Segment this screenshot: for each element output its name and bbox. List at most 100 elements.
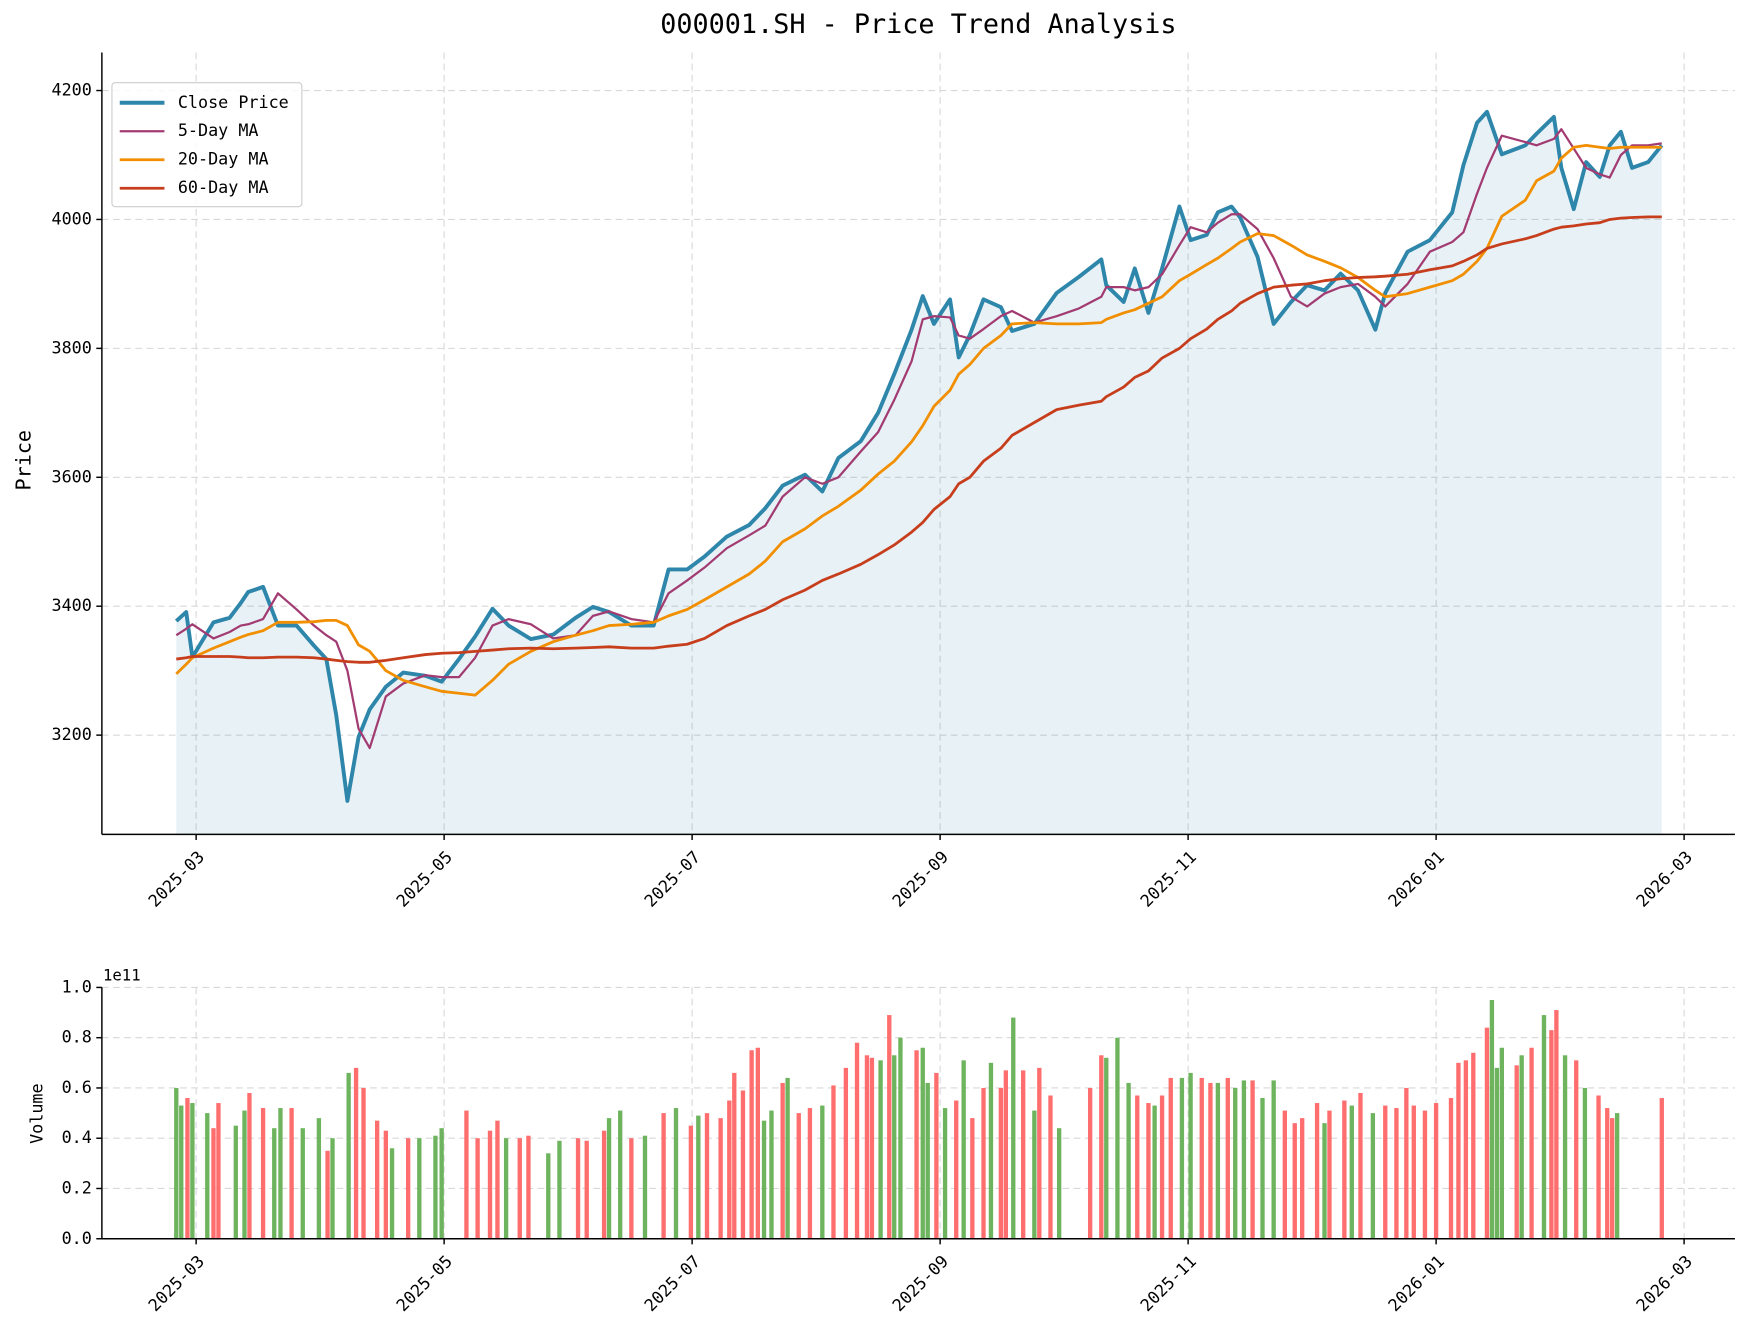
volume-bar [892, 1055, 897, 1239]
volume-bar [1582, 1087, 1588, 1239]
volume-bar [920, 1047, 925, 1239]
y-tick-label: 4200 [51, 80, 91, 100]
volume-bar [1596, 1095, 1601, 1239]
volume-bar [629, 1138, 634, 1239]
volume-bar [233, 1125, 238, 1239]
volume-bar [727, 1100, 732, 1239]
volume-bar [1484, 1027, 1490, 1239]
y-tick-label: 0.6 [62, 1077, 92, 1097]
volume-bar [361, 1087, 366, 1239]
volume-bar [1233, 1087, 1238, 1239]
y-axis-label: Price [11, 430, 35, 491]
x-tick-label: 2026-01 [1384, 847, 1448, 911]
volume-bar [807, 1108, 813, 1239]
x-tick-label: 2026-03 [1632, 847, 1696, 911]
volume-bar [661, 1113, 666, 1239]
volume-bar [1037, 1067, 1042, 1239]
series-line [175, 128, 1662, 750]
volume-bar [1562, 1055, 1568, 1239]
volume-bar [575, 1138, 581, 1239]
y-tick-label: 0.8 [62, 1027, 92, 1047]
volume-bar [1541, 1015, 1547, 1239]
volume-bar [526, 1135, 531, 1239]
legend-label: 5-Day MA [178, 120, 259, 140]
volume-bar [1087, 1087, 1093, 1239]
series-line [175, 143, 1662, 697]
volume-bar [934, 1072, 939, 1239]
volume-bar [405, 1138, 411, 1239]
volume-bar [820, 1105, 825, 1239]
legend-label: 20-Day MA [178, 149, 269, 169]
volume-bar [383, 1130, 389, 1239]
volume-bar [179, 1105, 184, 1239]
volume-bar [1032, 1110, 1037, 1239]
y-tick-label: 4000 [51, 208, 91, 228]
volume-bar [1179, 1077, 1185, 1239]
volume-bar [1021, 1070, 1026, 1239]
volume-bar [1370, 1113, 1376, 1239]
volume-bar [1514, 1065, 1519, 1239]
volume-bar [1115, 1037, 1120, 1239]
volume-bar [732, 1072, 737, 1239]
volume-bar [796, 1113, 801, 1239]
x-tick-label: 2026-03 [1632, 1251, 1696, 1315]
volume-bar [954, 1100, 959, 1239]
volume-bar [1358, 1092, 1363, 1239]
volume-bar [346, 1072, 351, 1239]
volume-bar [898, 1037, 903, 1239]
y-tick-label: 0.2 [62, 1177, 92, 1197]
volume-bar [688, 1125, 694, 1239]
volume-bar [601, 1130, 607, 1239]
volume-bar [887, 1015, 892, 1239]
legend-box [111, 82, 303, 208]
volume-bar [1048, 1095, 1053, 1239]
volume-bar [1282, 1110, 1287, 1239]
x-tick-label: 2025-05 [392, 847, 456, 911]
volume-bar [1260, 1098, 1265, 1239]
volume-bar [190, 1103, 195, 1239]
volume-bar [981, 1087, 986, 1239]
volume-bar [1271, 1080, 1276, 1239]
volume-bar [1349, 1105, 1354, 1239]
volume-bar [1146, 1103, 1151, 1239]
volume-bar [769, 1110, 774, 1239]
volume-bar [831, 1085, 836, 1239]
volume-bar [925, 1082, 930, 1239]
legend: Close Price 5-Day MA 20-Day MA 60-Day MA [111, 82, 303, 208]
volume-bar [353, 1067, 359, 1239]
y-tick-label: 3600 [51, 466, 91, 486]
volume-bar [1383, 1105, 1388, 1239]
volume-bar [300, 1128, 305, 1239]
volume-bar [1250, 1080, 1255, 1239]
volume-bar [761, 1120, 767, 1239]
y-tick-label: 3400 [51, 595, 91, 615]
volume-bar [1448, 1098, 1454, 1239]
x-tick-label: 2025-07 [640, 847, 704, 911]
volume-bar [1056, 1128, 1062, 1239]
volume-bar [1659, 1098, 1664, 1239]
volume-bar [1159, 1095, 1165, 1239]
x-tick-label: 2025-07 [640, 1251, 704, 1315]
volume-bar [584, 1140, 589, 1239]
volume-bar [704, 1113, 710, 1239]
volume-bar [1605, 1108, 1610, 1239]
volume-bar [869, 1057, 875, 1239]
y-tick-label: 3800 [51, 337, 91, 357]
volume-bar [216, 1103, 221, 1239]
volume-bar [1519, 1055, 1524, 1239]
volume-bar [205, 1113, 210, 1239]
volume-bar [1499, 1047, 1504, 1239]
volume-bar [389, 1148, 395, 1239]
volume-bar [1422, 1110, 1428, 1239]
volume-bar [998, 1087, 1004, 1239]
volume-bar [1404, 1087, 1409, 1239]
x-tick-label: 2026-01 [1384, 1251, 1448, 1315]
y-tick-label: 3200 [51, 724, 91, 744]
offset-label: 1e11 [103, 966, 141, 985]
volume-bar [843, 1067, 849, 1239]
plot-lines [174, 109, 1664, 835]
volume-bar [1433, 1103, 1439, 1239]
volume-bar [272, 1128, 277, 1239]
volume-bar [1614, 1113, 1620, 1239]
volume-bar [439, 1128, 444, 1239]
